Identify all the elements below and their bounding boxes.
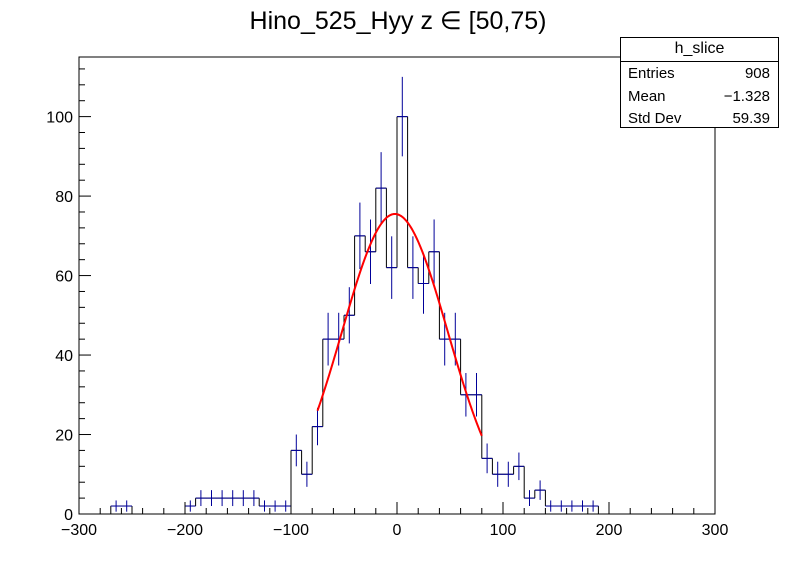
x-tick-label: −100 xyxy=(273,522,309,539)
stats-box-title: h_slice xyxy=(621,38,778,62)
stats-value: −1.328 xyxy=(723,87,770,105)
stats-row-mean: Mean −1.328 xyxy=(621,85,778,108)
y-tick-label: 0 xyxy=(64,507,73,524)
stats-box: h_slice Entries 908 Mean −1.328 Std Dev … xyxy=(620,37,779,128)
stats-label: Std Dev xyxy=(628,110,682,127)
axes: −300 −200 −100 0 100 200 300 0 20 40 60 80 100 xyxy=(46,68,729,539)
x-tick-label: −200 xyxy=(167,522,203,539)
stats-label: Mean xyxy=(628,87,666,105)
y-tick-label: 40 xyxy=(55,348,73,365)
y-tick-label: 60 xyxy=(55,269,73,286)
y-tick-label: 20 xyxy=(55,428,73,445)
stats-value: 59.39 xyxy=(732,110,770,127)
stats-row-entries: Entries 908 xyxy=(621,62,778,85)
y-tick-label: 80 xyxy=(55,189,73,206)
stats-label: Entries xyxy=(628,65,675,82)
y-tick-label: 100 xyxy=(46,110,73,127)
chart-title: Hino_525_Hyy z ∈ [50,75) xyxy=(249,7,547,35)
x-tick-label: 100 xyxy=(490,522,517,539)
stats-value: 908 xyxy=(744,65,770,82)
error-bars xyxy=(110,76,599,512)
x-tick-label: 200 xyxy=(596,522,623,539)
x-tick-label: 300 xyxy=(702,522,729,539)
x-tick-label: 0 xyxy=(393,522,402,539)
gaussian-fit-curve xyxy=(316,212,483,437)
stats-row-stddev: Std Dev 59.39 xyxy=(621,107,778,130)
x-tick-label: −300 xyxy=(61,522,97,539)
